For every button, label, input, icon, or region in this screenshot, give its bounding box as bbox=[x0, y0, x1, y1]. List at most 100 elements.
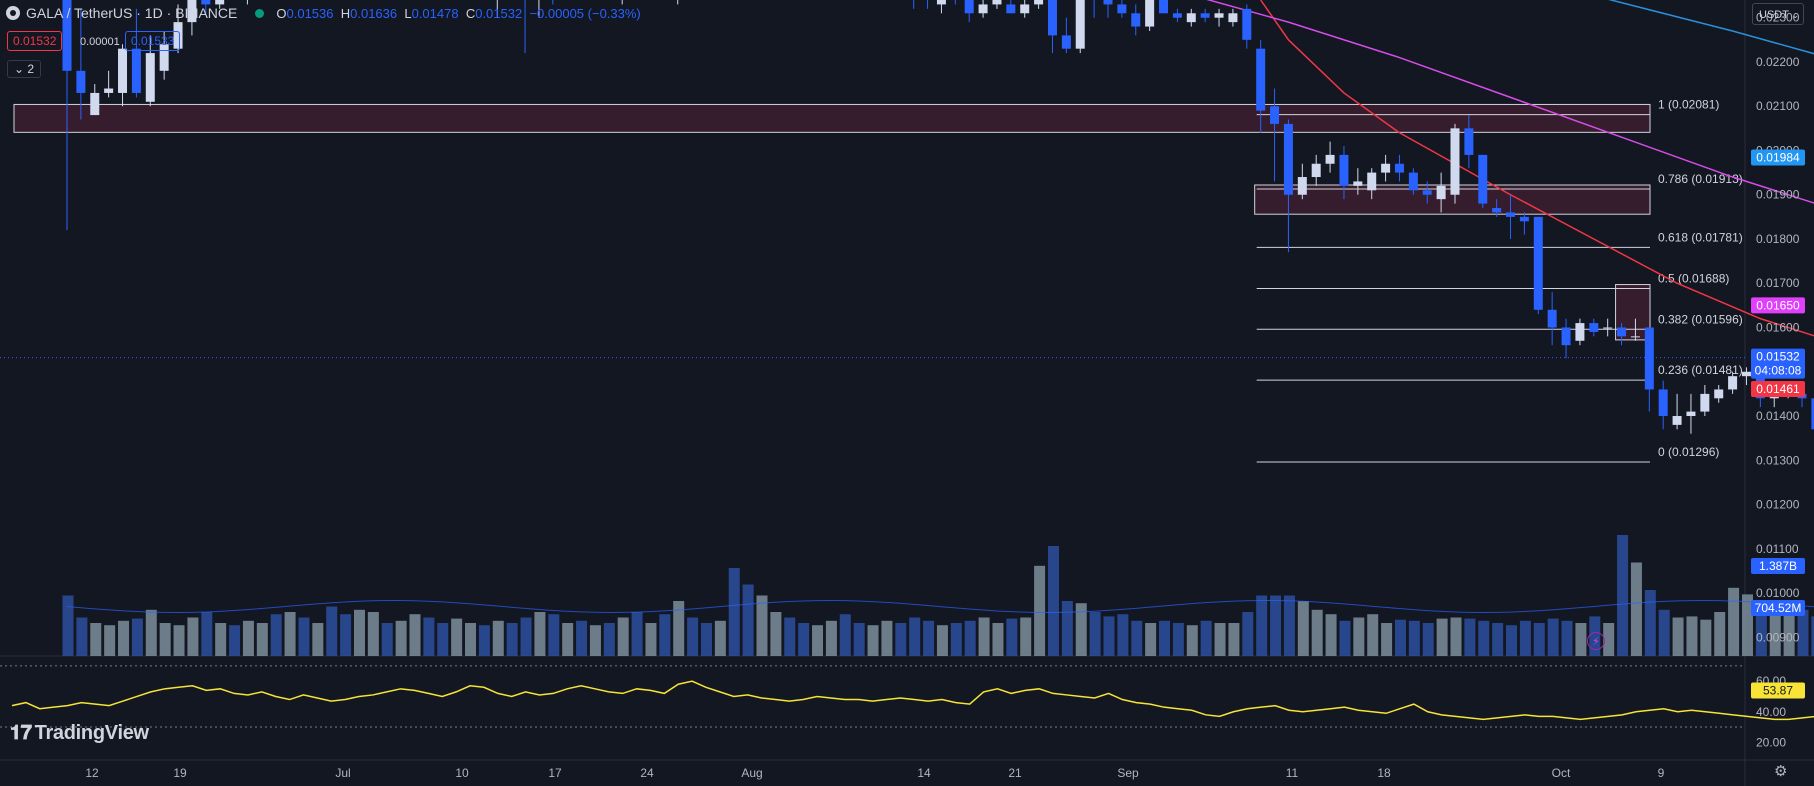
price-label-text: 0.01461 bbox=[1756, 382, 1800, 396]
volume-bar bbox=[1519, 620, 1531, 656]
volume-bar bbox=[1700, 619, 1712, 656]
volume-bar bbox=[1172, 623, 1184, 656]
candle-body bbox=[1283, 123, 1293, 195]
candle-body bbox=[201, 0, 211, 5]
volume-bar bbox=[645, 623, 657, 656]
time-tick-label: Oct bbox=[1552, 766, 1571, 780]
price-label-badge bbox=[1751, 600, 1805, 616]
candlestick-series bbox=[62, 0, 1814, 434]
candle-body bbox=[1061, 35, 1071, 49]
volume-bar bbox=[1422, 623, 1434, 656]
price-tick-label: 0.01600 bbox=[1756, 321, 1800, 335]
volume-bar bbox=[1478, 620, 1490, 656]
volume-bar bbox=[1325, 614, 1337, 656]
ohlc-values: O0.01536 H0.01636 L0.01478 C0.01532 −0.0… bbox=[276, 5, 641, 21]
price-label-badge bbox=[1751, 297, 1805, 314]
volume-bar bbox=[145, 609, 157, 656]
spread-value: 0.00001 bbox=[80, 36, 120, 48]
countdown-label: 04:08:08 bbox=[1755, 364, 1802, 378]
price-axis[interactable]: 0.023000.022000.021000.020000.019000.018… bbox=[1751, 11, 1805, 645]
candle-body bbox=[1075, 0, 1085, 49]
gala-logo-icon bbox=[6, 6, 20, 20]
time-tick-label: 21 bbox=[1008, 766, 1022, 780]
lightning-icon[interactable]: ⚡ bbox=[1587, 632, 1605, 650]
volume-bar bbox=[423, 617, 435, 656]
rsi-tick-label: 20.00 bbox=[1756, 735, 1786, 749]
volume-bar bbox=[1506, 625, 1518, 656]
time-tick-label: 14 bbox=[917, 766, 931, 780]
volume-bar bbox=[1741, 594, 1753, 656]
volume-bar bbox=[326, 606, 338, 656]
chevron-down-icon: ⌄ bbox=[14, 62, 25, 76]
buy-price-button[interactable]: 0.01533 bbox=[125, 31, 181, 51]
candle-body bbox=[145, 53, 155, 102]
price-label-text: 704.52M bbox=[1755, 601, 1802, 615]
volume-bars bbox=[62, 535, 1814, 656]
candle-body bbox=[159, 44, 169, 71]
candle-body bbox=[1186, 13, 1196, 23]
volume-bar bbox=[1145, 623, 1157, 656]
volume-bar bbox=[256, 623, 268, 656]
volume-bar bbox=[215, 623, 227, 656]
candle-body bbox=[1533, 216, 1543, 310]
time-tick-label: 11 bbox=[1286, 766, 1299, 780]
volume-bar bbox=[784, 617, 796, 656]
volume-bar bbox=[492, 620, 504, 656]
sell-price-button[interactable]: 0.01532 bbox=[7, 31, 63, 51]
candle-body bbox=[1464, 128, 1474, 155]
volume-bar bbox=[867, 625, 879, 656]
volume-bar bbox=[936, 625, 948, 656]
candle-body bbox=[1353, 181, 1363, 186]
candle-body bbox=[1145, 0, 1155, 27]
gear-icon[interactable]: ⚙ bbox=[1774, 763, 1788, 780]
candle-body bbox=[1450, 128, 1460, 195]
volume-bar bbox=[812, 625, 824, 656]
time-tick-label: 19 bbox=[173, 766, 187, 780]
ma-line bbox=[1260, 0, 1814, 337]
time-axis[interactable]: 12 19 Jul 10 17 24 Aug 14 21 Sep 11 18 Oct 9 bbox=[85, 766, 1664, 780]
candle-body bbox=[1256, 48, 1266, 111]
tradingview-logo[interactable]: 𝟏𝟕 TradingView bbox=[10, 722, 149, 745]
volume-bar bbox=[1617, 535, 1629, 656]
volume-bar bbox=[631, 612, 643, 656]
candle-body bbox=[1242, 8, 1252, 40]
candle-body bbox=[1408, 172, 1418, 191]
time-tick-label: 12 bbox=[85, 766, 99, 780]
candle-body bbox=[964, 0, 974, 14]
symbol-legend[interactable]: GALA / TetherUS · 1D · BINANCE O0.01536 … bbox=[6, 5, 641, 21]
candle-body bbox=[1575, 323, 1585, 341]
fib-level-label: 0 (0.01296) bbox=[1658, 445, 1719, 459]
price-tick-label: 0.01800 bbox=[1756, 232, 1800, 246]
volume-bar bbox=[1658, 609, 1670, 656]
volume-bar bbox=[659, 614, 671, 656]
logo-text: TradingView bbox=[34, 722, 149, 744]
symbol-title[interactable]: GALA / TetherUS · 1D · BINANCE bbox=[26, 5, 238, 21]
candle-body bbox=[1728, 376, 1738, 390]
volume-bar bbox=[478, 625, 490, 656]
time-tick-label: 10 bbox=[455, 766, 469, 780]
fib-level-label: 0.382 (0.01596) bbox=[1658, 312, 1743, 326]
volume-bar bbox=[62, 595, 74, 656]
currency-select[interactable]: USDT ⌄ bbox=[1752, 3, 1804, 25]
candle-body bbox=[1672, 416, 1682, 425]
candle-body bbox=[1200, 13, 1210, 18]
volume-bar bbox=[548, 614, 560, 656]
volume-bar bbox=[1381, 623, 1393, 656]
candle-body bbox=[173, 22, 183, 49]
price-label-badge bbox=[1751, 558, 1805, 574]
volume-bar bbox=[159, 623, 171, 656]
candle-body bbox=[1686, 411, 1696, 417]
candle-body bbox=[1658, 389, 1668, 417]
candle-body bbox=[1006, 4, 1016, 14]
candle-body bbox=[90, 92, 100, 116]
indicators-toggle-button[interactable]: ⌄ 2 bbox=[7, 60, 42, 78]
volume-bar bbox=[1533, 623, 1545, 656]
volume-bar bbox=[1797, 609, 1809, 656]
volume-bar bbox=[1103, 616, 1115, 656]
volume-bar bbox=[562, 623, 574, 656]
candle-body bbox=[1700, 393, 1710, 412]
volume-bar bbox=[173, 625, 185, 656]
volume-bar bbox=[270, 614, 282, 656]
price-tick-label: 0.02100 bbox=[1756, 99, 1800, 113]
